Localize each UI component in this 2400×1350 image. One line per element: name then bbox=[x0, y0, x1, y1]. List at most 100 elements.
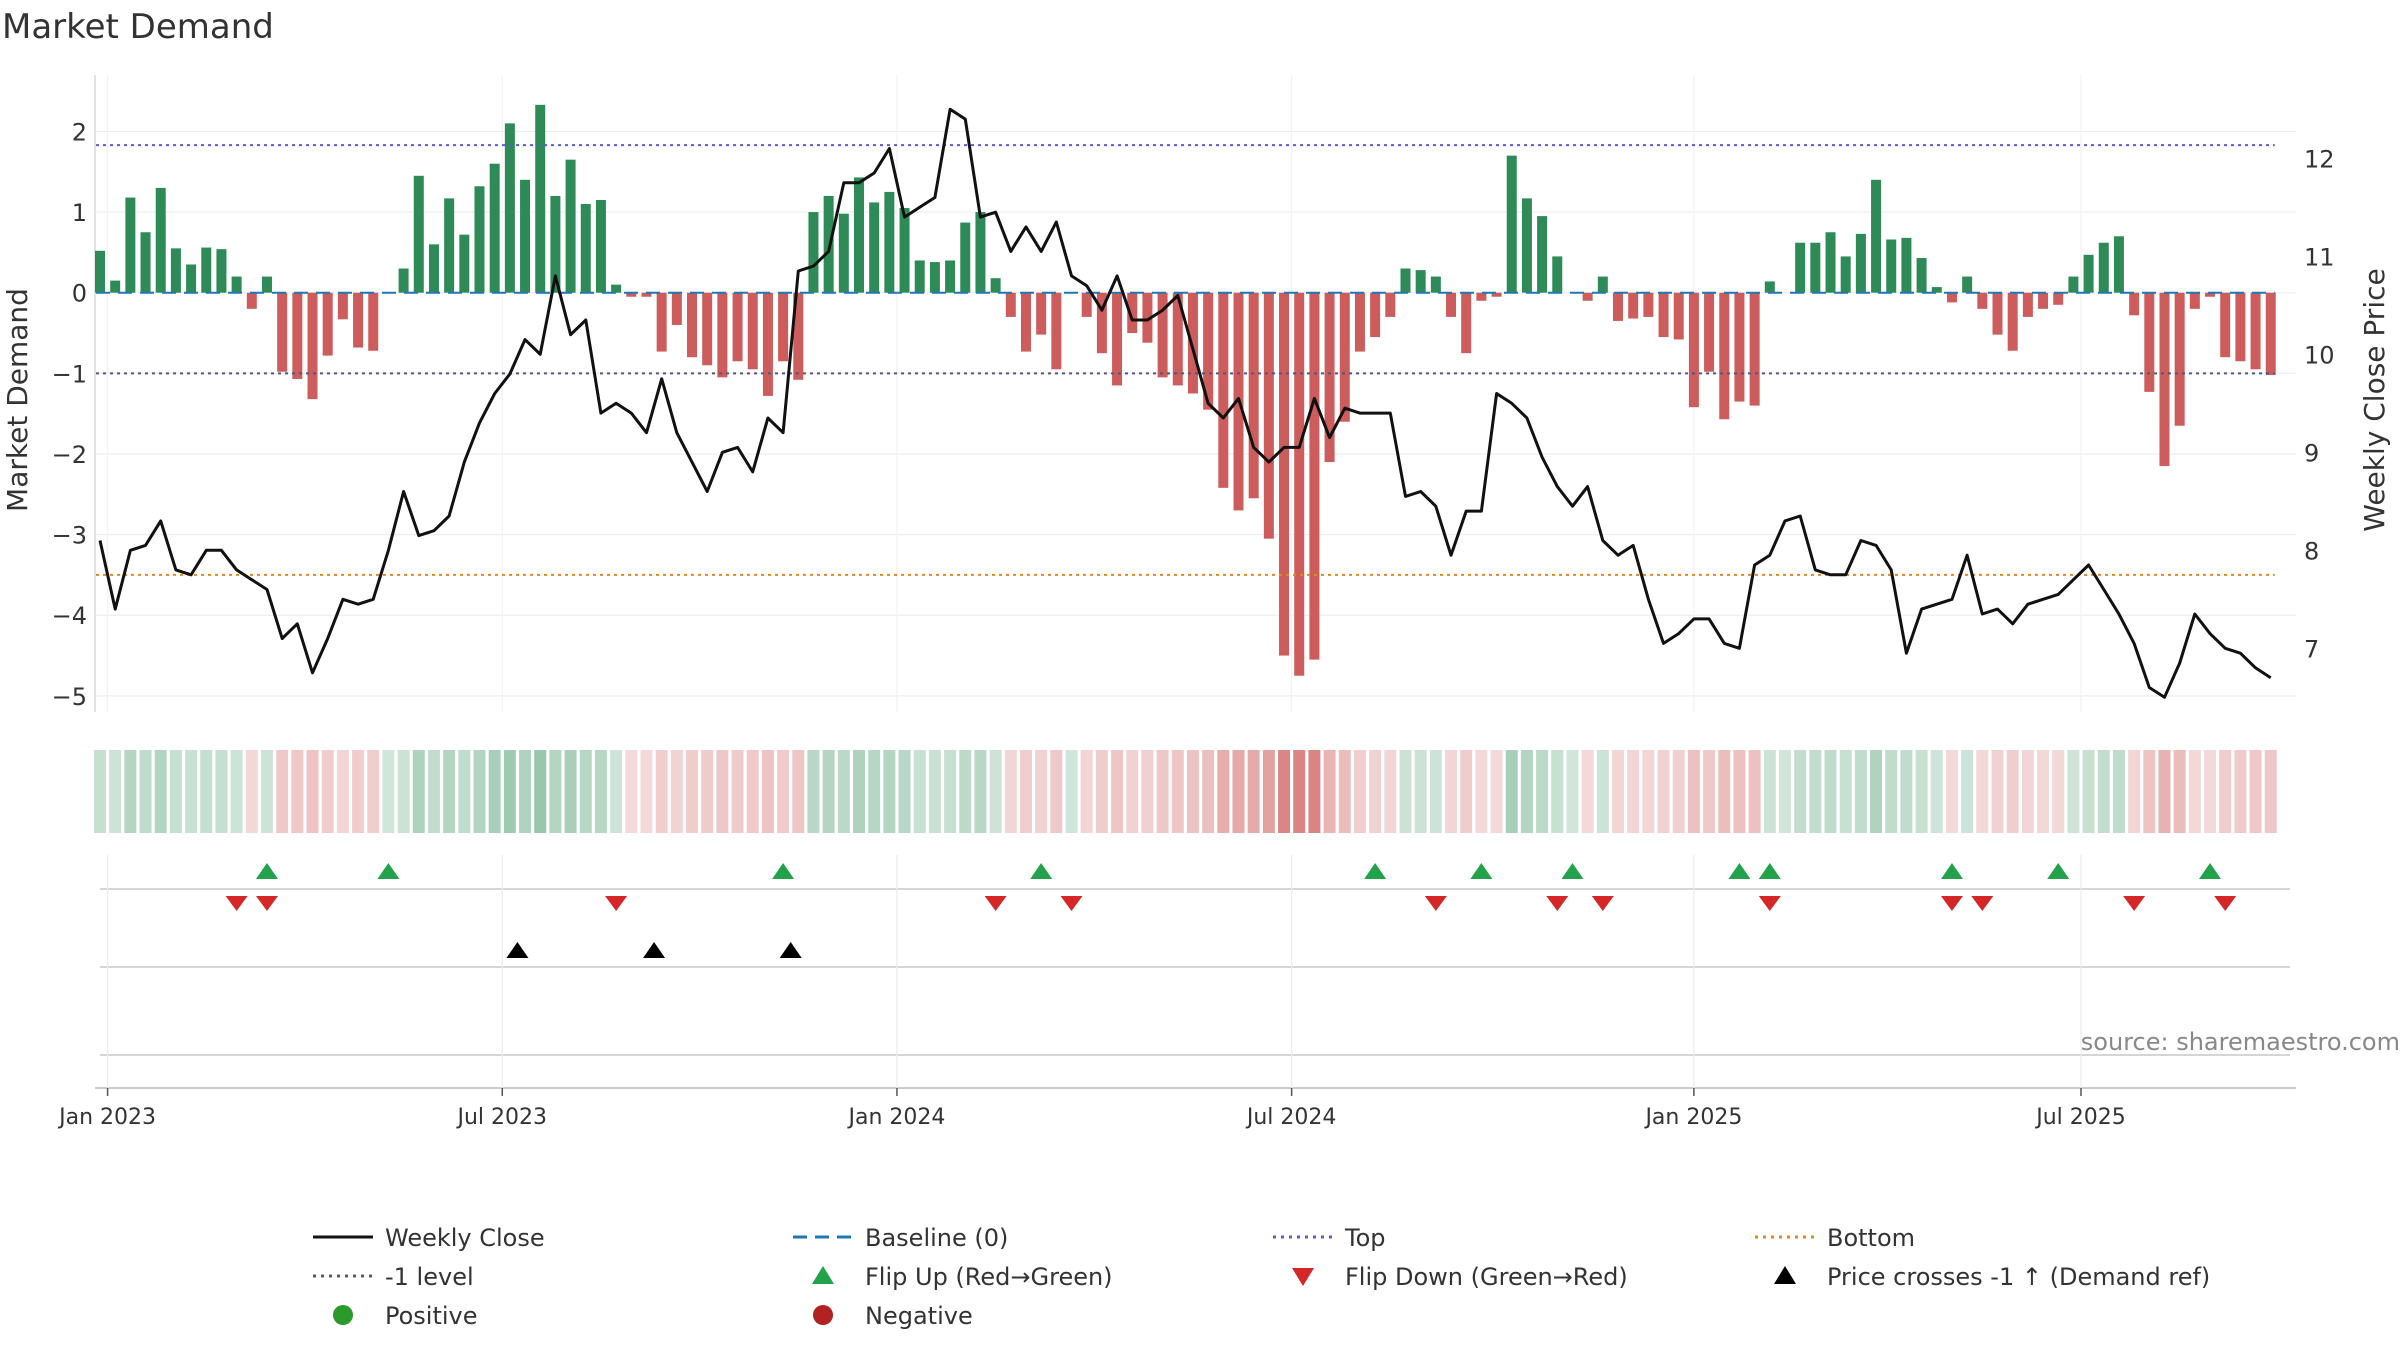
chart-title: Market Demand bbox=[2, 7, 274, 47]
legend-item: -1 level bbox=[313, 1263, 474, 1291]
heat-cell bbox=[1217, 750, 1230, 833]
heat-cell bbox=[1687, 750, 1700, 833]
price-line-group bbox=[98, 107, 2272, 699]
x-tick-label: Jul 2025 bbox=[2034, 1105, 2126, 1130]
demand-bar-negative bbox=[1051, 292, 1062, 370]
demand-bar-negative bbox=[1491, 292, 1502, 297]
legend-label: Flip Up (Red→Green) bbox=[865, 1263, 1113, 1291]
heat-cell bbox=[503, 750, 516, 833]
demand-bar-positive bbox=[504, 123, 515, 293]
demand-bar-positive bbox=[125, 197, 136, 293]
demand-bar-negative bbox=[1081, 292, 1092, 317]
y-tick-label: −4 bbox=[52, 602, 87, 630]
demand-bar-negative bbox=[778, 292, 789, 362]
heat-cell bbox=[640, 750, 653, 833]
heat-cell bbox=[1657, 750, 1670, 833]
heat-cell bbox=[2234, 750, 2247, 833]
heat-cell bbox=[1991, 750, 2004, 833]
demand-bar-positive bbox=[140, 232, 151, 293]
demand-bar-positive bbox=[580, 204, 591, 293]
demand-bar-positive bbox=[565, 159, 576, 293]
demand-bar-positive bbox=[535, 104, 546, 293]
demand-bar-negative bbox=[626, 292, 637, 297]
heat-cell bbox=[1733, 750, 1746, 833]
demand-bar-negative bbox=[762, 292, 773, 396]
heat-cell bbox=[1186, 750, 1199, 833]
demand-bar-positive bbox=[1855, 233, 1866, 293]
heat-cell bbox=[1581, 750, 1594, 833]
heat-cell bbox=[2112, 750, 2125, 833]
y-axis-label: Market Demand bbox=[1, 288, 34, 512]
legend-label: Weekly Close bbox=[385, 1224, 545, 1252]
demand-bar-negative bbox=[702, 292, 713, 366]
demand-bar-positive bbox=[869, 202, 880, 293]
demand-bar-positive bbox=[2113, 236, 2124, 293]
demand-bar-positive bbox=[990, 278, 1001, 293]
demand-bar-negative bbox=[1749, 292, 1760, 406]
demand-bar-positive bbox=[899, 208, 910, 293]
heat-cell bbox=[1293, 750, 1306, 833]
heat-cell bbox=[2128, 750, 2141, 833]
legend-label: Flip Down (Green→Red) bbox=[1345, 1263, 1628, 1291]
demand-bar-positive bbox=[808, 212, 819, 293]
heat-cell bbox=[473, 750, 486, 833]
heat-cell bbox=[1505, 750, 1518, 833]
heat-cell bbox=[1945, 750, 1958, 833]
legend-label: Price crosses -1 ↑ (Demand ref) bbox=[1827, 1263, 2210, 1291]
heat-cell bbox=[913, 750, 926, 833]
x-tick-label: Jan 2023 bbox=[57, 1105, 156, 1130]
heat-cell bbox=[1126, 750, 1139, 833]
demand-bar-positive bbox=[2098, 242, 2109, 293]
legend-label: Negative bbox=[865, 1302, 973, 1330]
heat-cell bbox=[959, 750, 972, 833]
heat-cell bbox=[1004, 750, 1017, 833]
heat-cell bbox=[549, 750, 562, 833]
triangle-up-icon bbox=[1774, 1266, 1796, 1284]
price-cross-marker bbox=[506, 942, 529, 958]
demand-bar-positive bbox=[1521, 198, 1532, 293]
flip-down-marker bbox=[1546, 896, 1569, 911]
demand-bar-negative bbox=[1324, 292, 1335, 463]
heat-cell bbox=[1262, 750, 1275, 833]
demand-bar-negative bbox=[1658, 292, 1669, 338]
heat-cell bbox=[944, 750, 957, 833]
demand-bar-positive bbox=[95, 250, 105, 293]
heat-cell bbox=[594, 750, 607, 833]
heat-cell bbox=[746, 750, 759, 833]
demand-bar-positive bbox=[960, 222, 971, 293]
y2-tick-label: 7 bbox=[2304, 635, 2319, 663]
heat-cell bbox=[731, 750, 744, 833]
demand-bar-negative bbox=[2235, 292, 2246, 362]
demand-bar-positive bbox=[459, 234, 470, 293]
heat-cell bbox=[777, 750, 790, 833]
heat-cell bbox=[2143, 750, 2156, 833]
demand-bar-positive bbox=[1506, 155, 1517, 293]
heat-cell bbox=[1156, 750, 1169, 833]
y2-tick-label: 8 bbox=[2304, 537, 2319, 565]
heat-cell bbox=[2173, 750, 2186, 833]
demand-bar-positive bbox=[550, 195, 561, 293]
demand-bar-negative bbox=[656, 292, 667, 352]
heat-cell bbox=[1429, 750, 1442, 833]
reference-lines bbox=[96, 144, 2275, 576]
heat-cell bbox=[1566, 750, 1579, 833]
heat-cell bbox=[868, 750, 881, 833]
heat-cell bbox=[1384, 750, 1397, 833]
demand-bar-positive bbox=[1430, 276, 1441, 293]
demand-bar-positive bbox=[611, 284, 622, 293]
demand-bar-negative bbox=[1582, 292, 1593, 301]
legend-item: Weekly Close bbox=[313, 1224, 545, 1252]
heat-cell bbox=[215, 750, 228, 833]
demand-bar-positive bbox=[110, 280, 121, 293]
heat-cell bbox=[716, 750, 729, 833]
demand-bar-negative bbox=[1628, 292, 1639, 319]
flip-down-marker bbox=[1971, 896, 1994, 911]
demand-bar-negative bbox=[1096, 292, 1107, 354]
y-tick-label: −3 bbox=[52, 522, 87, 550]
legend: Weekly Close Baseline (0) Top Bottom -1 leve… bbox=[313, 1224, 2210, 1330]
demand-bar-positive bbox=[1415, 270, 1426, 293]
demand-bar-positive bbox=[413, 175, 424, 293]
flip-up-marker bbox=[1940, 863, 1963, 879]
demand-bar-negative bbox=[2022, 292, 2033, 317]
demand-bar-negative bbox=[322, 292, 333, 356]
